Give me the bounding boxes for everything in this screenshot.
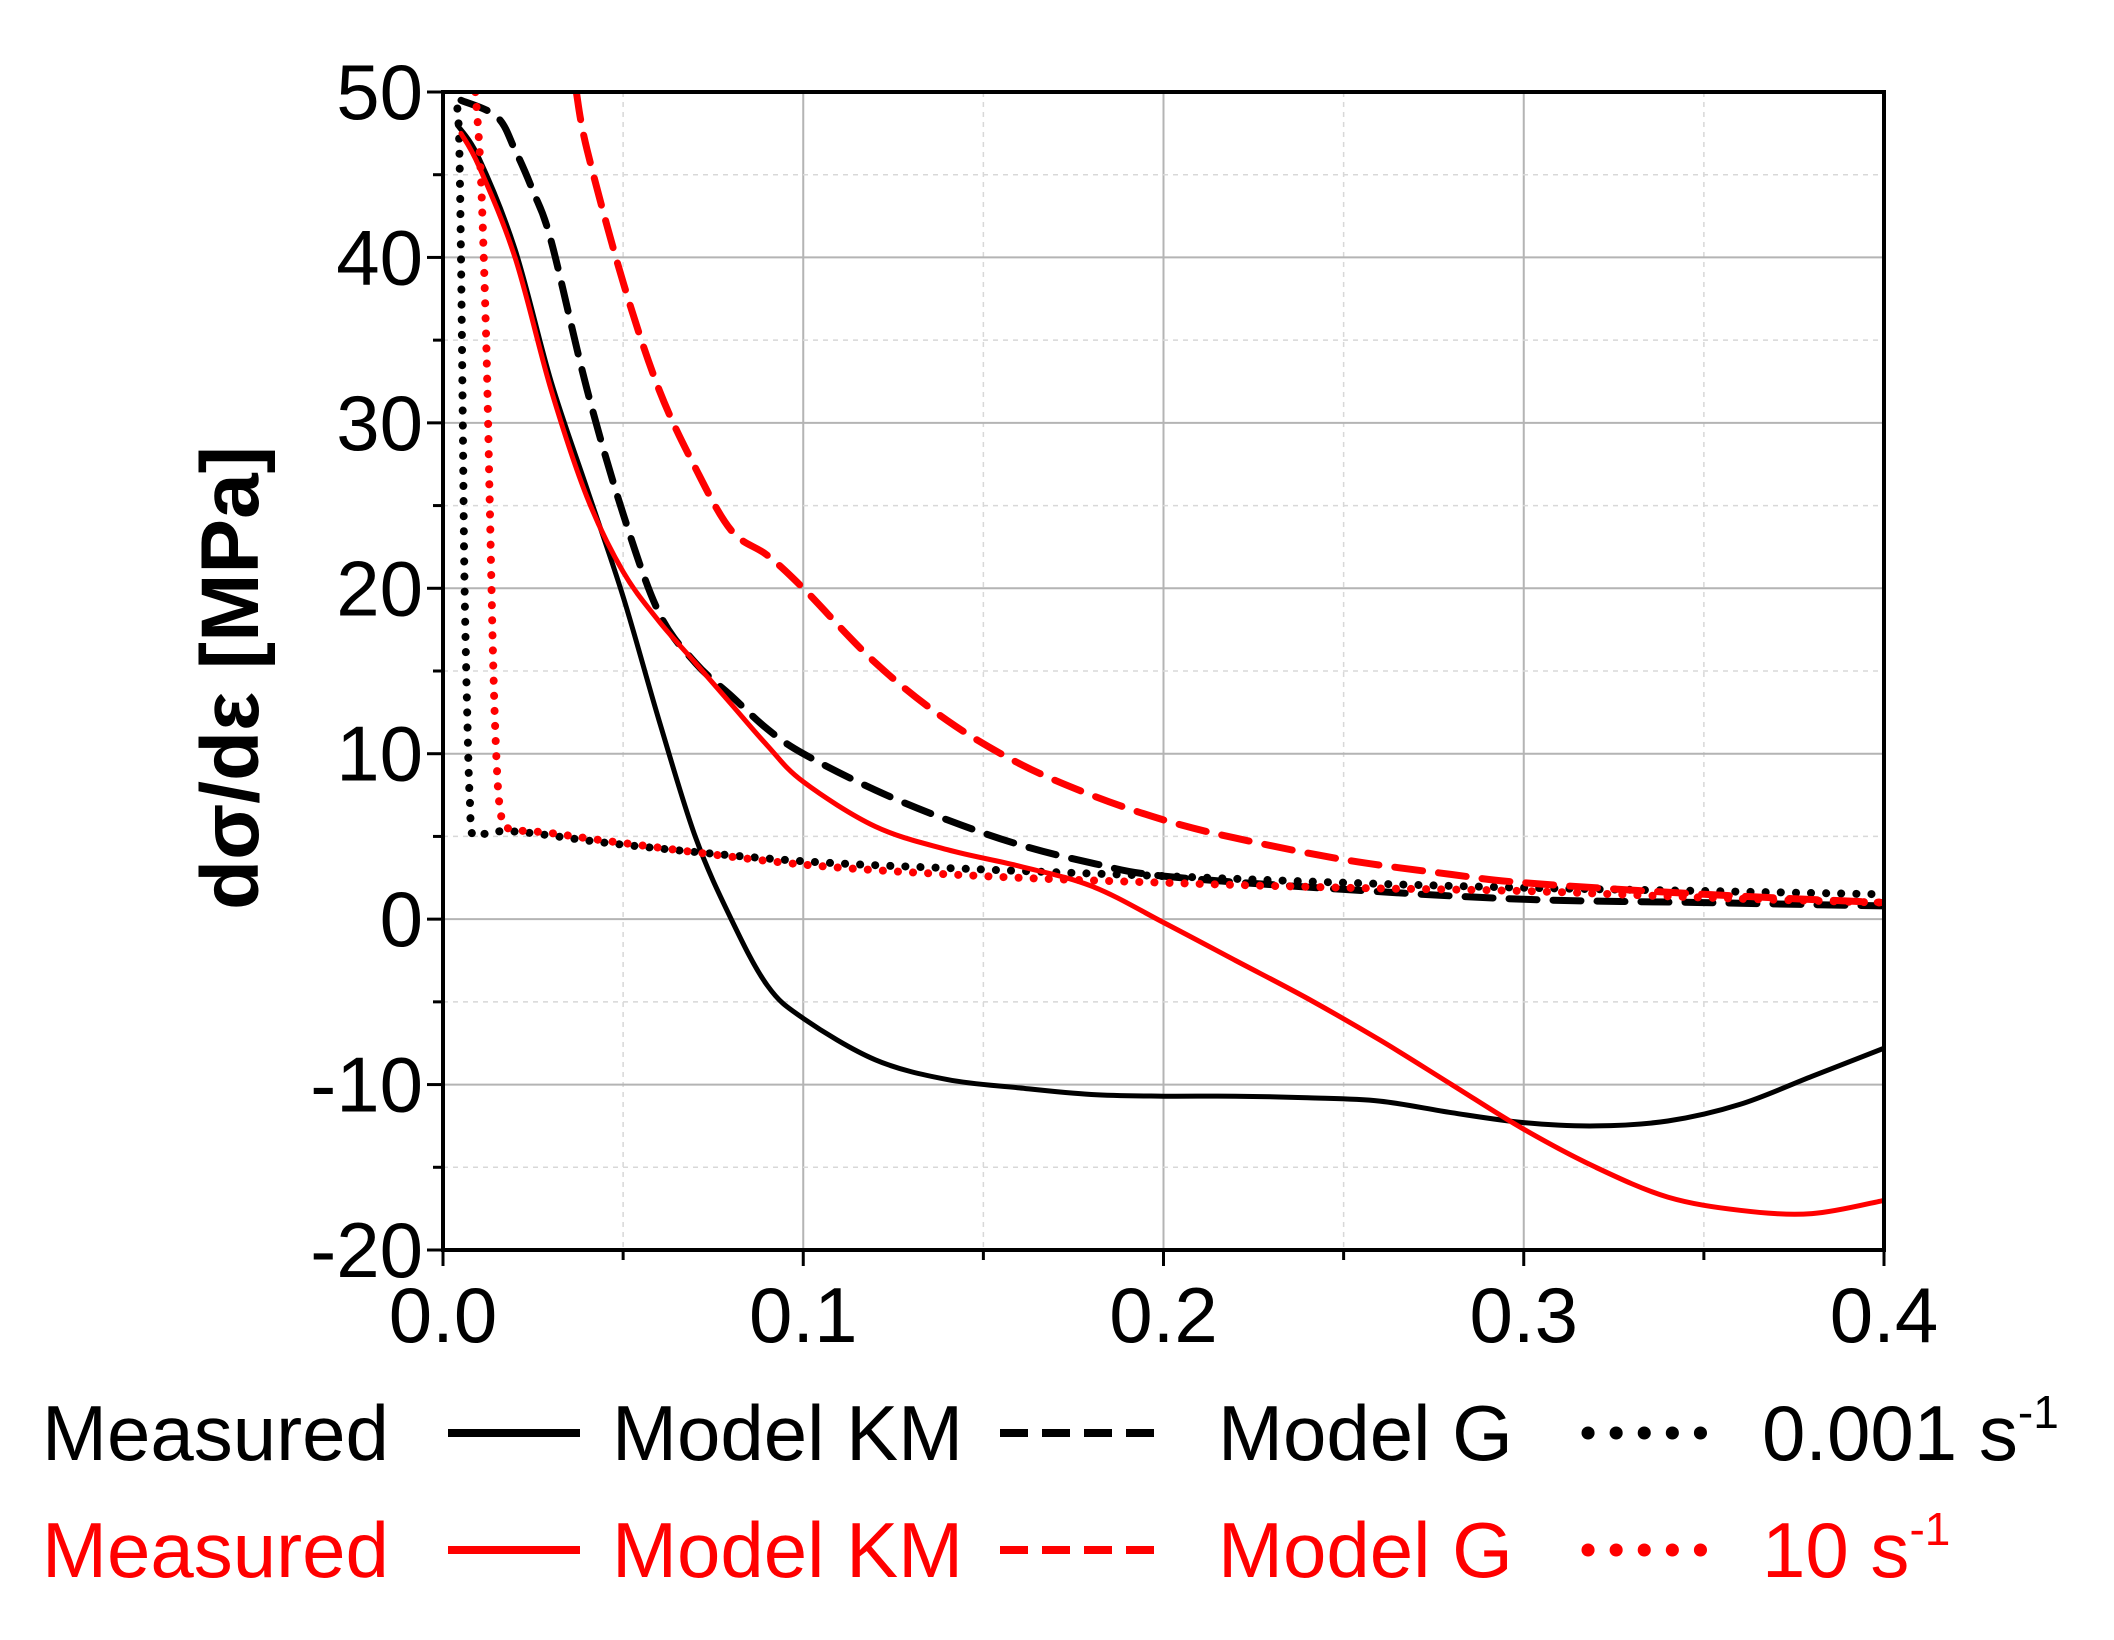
y-tick-label: 40 — [336, 213, 423, 301]
legend-row: Measured Model KM Model G 10 s-1 — [42, 1503, 1950, 1594]
series-line-model-g-0-001-s-1 — [453, 104, 1884, 899]
legend-row: Measured Model KM Model G 0.001 s-1 — [42, 1386, 2059, 1477]
tick-labels: 0.0 0.1 0.2 0.3 0.4 -20 -10 0 10 20 30 40 50 — [310, 48, 1938, 1359]
y-tick-label: 30 — [336, 379, 423, 467]
grid — [442, 91, 1885, 1251]
legend-model-g-label: Model G — [1218, 1389, 1513, 1477]
legend-model-g-label: Model G — [1218, 1506, 1513, 1594]
y-tick-label: 20 — [336, 544, 423, 632]
legend-rate-label: 0.001 s-1 — [1762, 1386, 2059, 1477]
series-line-model-km-10-s-1 — [572, 92, 1884, 907]
series-group — [453, 92, 1884, 1217]
legend-model-km-label: Model KM — [612, 1506, 963, 1594]
ticks — [427, 90, 1886, 1266]
y-axis-label: dσ/dε [MPa] — [185, 446, 276, 910]
series-line-measured-0-001-s-1 — [454, 122, 1884, 1129]
x-tick-label: 0.4 — [1830, 1271, 1938, 1359]
series-line-model-g-10-s-1 — [471, 92, 1884, 907]
x-tick-label: 0.0 — [389, 1271, 497, 1359]
legend-model-km-label: Model KM — [612, 1389, 963, 1477]
legend: Measured Model KM Model G 0.001 s-1Measured… — [42, 1386, 2059, 1594]
legend-measured-label: Measured — [42, 1506, 389, 1594]
x-tick-label: 0.2 — [1109, 1271, 1217, 1359]
y-tick-label: -10 — [310, 1041, 423, 1129]
legend-measured-label: Measured — [42, 1389, 389, 1477]
y-tick-label: -20 — [310, 1206, 423, 1294]
y-tick-label: 50 — [336, 48, 423, 136]
series-line-model-km-0-001-s-1 — [457, 96, 1884, 910]
y-tick-label: 0 — [380, 875, 423, 963]
x-tick-label: 0.1 — [749, 1271, 857, 1359]
series-line-measured-10-s-1 — [458, 130, 1884, 1217]
y-tick-label: 10 — [336, 710, 423, 798]
legend-rate-label: 10 s-1 — [1762, 1503, 1950, 1594]
x-tick-label: 0.3 — [1470, 1271, 1578, 1359]
